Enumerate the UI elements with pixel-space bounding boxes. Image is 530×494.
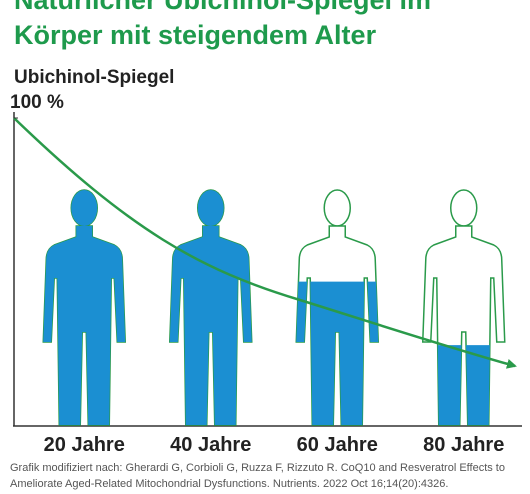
body-fill xyxy=(43,226,126,425)
head-outline xyxy=(323,189,351,227)
chart-title: Natürlicher Ubichinol-Spiegel im xyxy=(14,0,431,15)
x-tick-label: 40 Jahre xyxy=(170,434,251,456)
person-figure xyxy=(168,189,253,426)
body-outline xyxy=(421,225,506,426)
head-fill xyxy=(197,190,224,226)
head-fill xyxy=(71,190,98,226)
level-fill xyxy=(169,190,252,425)
trend-curve xyxy=(13,117,517,369)
body-fill xyxy=(437,345,490,425)
level-fill xyxy=(43,190,126,425)
person-figure xyxy=(42,189,127,426)
x-tick-label: 20 Jahre xyxy=(44,434,125,456)
body-fill xyxy=(169,226,252,425)
person-figure xyxy=(295,189,380,426)
y-tick-label: 100 % xyxy=(10,92,64,113)
x-tick-label: 60 Jahre xyxy=(297,434,378,456)
source-note: Grafik modifiziert nach: Gherardi G, Cor… xyxy=(10,462,505,474)
x-tick-label: 80 Jahre xyxy=(423,434,504,456)
person-figure xyxy=(421,189,506,426)
y-axis-label: Ubichinol-Spiegel xyxy=(14,67,174,88)
source-note: Ameliorate Aged-Related Mitochondrial Dy… xyxy=(10,478,448,490)
head-outline xyxy=(450,189,478,227)
level-fill xyxy=(437,345,490,425)
chart-title: Körper mit steigendem Alter xyxy=(14,20,377,50)
